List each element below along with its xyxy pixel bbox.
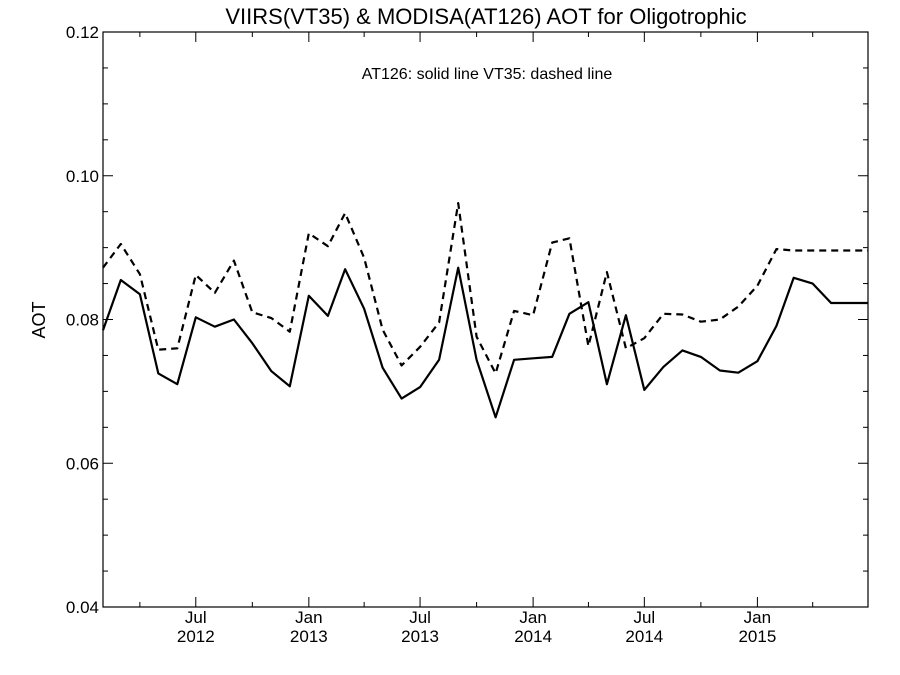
axis-ticks (103, 31, 868, 608)
data-series (101, 202, 868, 419)
x-tick-label-year: 2014 (514, 627, 552, 646)
y-tick-label: 0.08 (66, 311, 99, 330)
y-tick-label: 0.04 (66, 598, 99, 617)
series-line-at126 (101, 266, 868, 419)
y-tick-label: 0.10 (66, 167, 99, 186)
x-tick-label-year: 2015 (738, 627, 776, 646)
chart-title: VIIRS(VT35) & MODISA(AT126) AOT for Olig… (225, 4, 746, 29)
x-tick-label-month: Jul (185, 608, 207, 627)
x-tick-label-month: Jul (409, 608, 431, 627)
x-tick-label-month: Jan (295, 608, 322, 627)
x-tick-label-year: 2014 (625, 627, 663, 646)
plot-frame (102, 31, 869, 608)
y-tick-label: 0.12 (66, 23, 99, 42)
series-line-vt35 (102, 202, 868, 375)
legend-annotation: AT126: solid line VT35: dashed line (362, 66, 613, 83)
x-tick-label-year: 2013 (401, 627, 439, 646)
x-tick-label-month: Jan (519, 608, 546, 627)
x-tick-label-year: 2012 (177, 627, 215, 646)
x-tick-label-month: Jan (744, 608, 771, 627)
y-axis-label: AOT (29, 301, 49, 338)
x-tick-label-month: Jul (633, 608, 655, 627)
axis-tick-labels: 0.040.060.080.100.12Jul2012Jan2013Jul201… (66, 23, 776, 646)
x-tick-label-year: 2013 (290, 627, 328, 646)
y-tick-label: 0.06 (66, 454, 99, 473)
